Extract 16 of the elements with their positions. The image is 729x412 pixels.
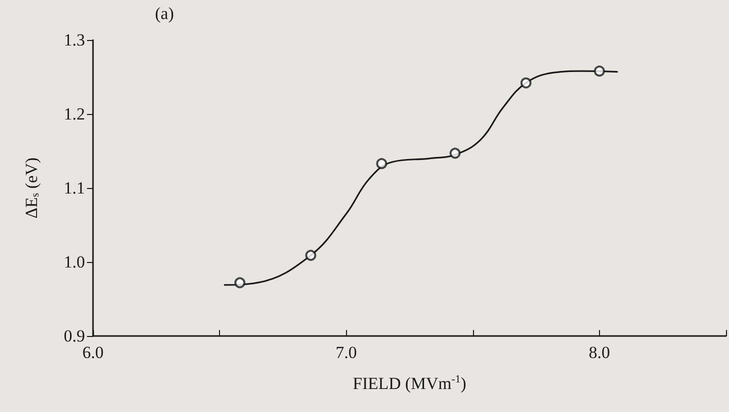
y-tick-label: 0.9 — [64, 326, 85, 346]
point — [376, 158, 388, 170]
point — [450, 148, 461, 159]
y-axis-title: ΔEs (eV) — [22, 158, 42, 218]
x-tick-label: 6.0 — [82, 343, 104, 362]
text: (a) — [155, 4, 174, 23]
x-tick-label: 8.0 — [588, 343, 610, 362]
y-tick-label: 1.3 — [64, 30, 85, 50]
x-tick-label: 7.0 — [336, 343, 357, 362]
point — [234, 277, 246, 288]
point — [520, 77, 532, 88]
y-tick-label: 1.2 — [64, 104, 85, 124]
point — [594, 66, 605, 77]
y-tick-label: 1.1 — [64, 178, 85, 198]
point — [305, 250, 316, 261]
y-tick-label: 1.0 — [64, 252, 85, 272]
